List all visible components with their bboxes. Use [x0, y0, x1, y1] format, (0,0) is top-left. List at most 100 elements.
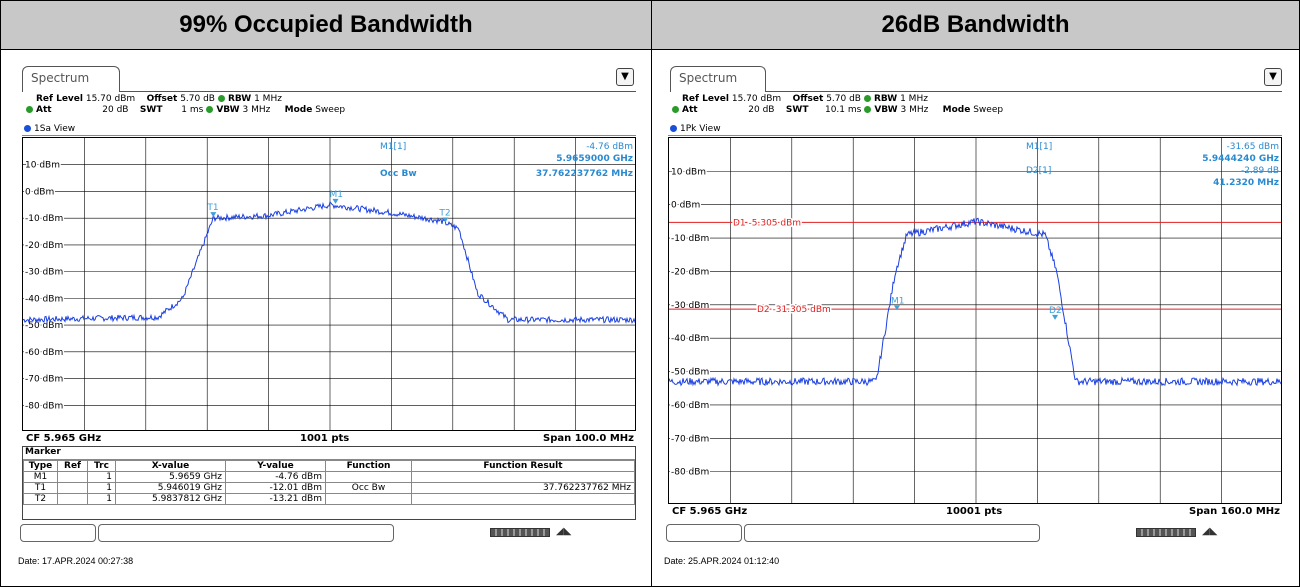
cell: -13.21 dBm — [225, 493, 326, 505]
swt-label: SWT — [139, 105, 163, 115]
table-row[interactable]: T1 1 5.946019 GHz -12.01 dBm Occ Bw 37.762237… — [23, 482, 635, 494]
col-ref: Ref — [57, 460, 88, 472]
left-status-box-2[interactable] — [98, 524, 394, 542]
left-info-row2: Att 20 dB SWT 1 ms VBW 3 MHz Mode Sweep — [26, 105, 345, 115]
cell — [57, 493, 88, 505]
table-row[interactable]: M1 1 5.9659 GHz -4.76 dBm — [23, 471, 635, 483]
swt-value: 1 ms — [181, 105, 204, 115]
trace-dot-icon — [24, 125, 31, 132]
left-marker-triangle-icon — [442, 217, 449, 223]
right-menu-icon[interactable]: ▼ — [1264, 68, 1282, 86]
right-span-label: Span 160.0 MHz — [1189, 506, 1280, 517]
left-m1-readout-freq: 5.9659000 GHz — [556, 154, 633, 164]
table-row[interactable]: T2 1 5.9837812 GHz -13.21 dBm — [23, 493, 635, 505]
left-cf-label: CF 5.965 GHz — [26, 433, 102, 444]
left-y-tick-labels: 10 dBm 0 dBm -10 dBm -20 dBm -30 dBm -40 dBm -… — [24, 159, 65, 413]
right-y-tick-label: -20 dBm — [671, 267, 709, 277]
mode-value: Sweep — [315, 105, 346, 115]
right-date: Date: 25.APR.2024 01:12:40 — [664, 556, 780, 566]
left-markers: T1 T2 M1 — [206, 190, 451, 223]
rbw-value: 1 MHz — [254, 94, 282, 104]
right-marker-label: D2 — [1049, 306, 1062, 316]
right-progress-bar — [1136, 528, 1196, 537]
right-y-tick-label: -50 dBm — [671, 368, 709, 378]
mode-label: Mode — [942, 105, 971, 115]
left-y-tick-label: -40 dBm — [25, 294, 63, 304]
right-spectrum-plot[interactable]: 10 dBm 0 dBm -10 dBm -20 dBm -30 dBm -40 dBm -… — [668, 137, 1282, 504]
cell — [325, 471, 412, 483]
swt-label: SWT — [785, 105, 809, 115]
right-d1-label: D1 -5.305 dBm — [733, 218, 801, 228]
col-function-result: Function Result — [411, 460, 635, 472]
rbw-label: RBW — [873, 94, 898, 104]
right-y-tick-label: -80 dBm — [671, 468, 709, 478]
offset-value: 5.70 dB — [826, 94, 861, 104]
left-y-tick-label: -30 dBm — [25, 268, 63, 278]
left-menu-icon[interactable]: ▼ — [616, 68, 634, 86]
att-label: Att — [682, 105, 698, 115]
vbw-label: VBW — [874, 105, 898, 115]
left-tab-underline — [120, 91, 636, 92]
ref-level-label: Ref Level — [36, 94, 83, 104]
cell: M1 — [23, 471, 58, 483]
cell — [57, 482, 88, 494]
left-grid — [23, 138, 635, 430]
left-spectrum-plot[interactable]: 10 dBm 0 dBm -10 dBm -20 dBm -30 dBm -40 dBm -… — [22, 137, 636, 431]
right-marker-triangle-icon — [893, 305, 900, 311]
marker-table-title: Marker — [23, 447, 635, 460]
col-type: Type — [23, 460, 58, 472]
right-status-bar: ◢◣ — [666, 524, 1284, 542]
right-spectrum-tab[interactable]: Spectrum — [670, 66, 766, 92]
right-status-box-1[interactable] — [666, 524, 742, 542]
rbw-dot-icon — [217, 95, 225, 102]
right-y-tick-label: -10 dBm — [671, 234, 709, 244]
cell — [411, 493, 635, 505]
cell — [325, 493, 412, 505]
right-y-tick-label: 0 dBm — [671, 201, 700, 211]
att-label: Att — [36, 105, 52, 115]
right-status-icon: ◢◣ — [1202, 526, 1218, 537]
right-trace-line — [669, 217, 1281, 387]
att-dot-icon — [672, 106, 679, 113]
att-value: 20 dB — [102, 105, 129, 115]
vbw-label: VBW — [216, 105, 240, 115]
cell: 1 — [87, 493, 116, 505]
vbw-value: 3 MHz — [242, 105, 271, 115]
col-y: Y-value — [225, 460, 326, 472]
cell: 37.762237762 MHz — [411, 482, 635, 494]
right-y-tick-label: 10 dBm — [671, 167, 706, 177]
right-pts-label: 10001 pts — [946, 506, 1003, 517]
cell: 1 — [87, 482, 116, 494]
left-info-row1: Ref Level 15.70 dBm Offset 5.70 dB RBW 1 … — [36, 94, 282, 104]
right-status-box-2[interactable] — [744, 524, 1040, 542]
right-info-row2: Att 20 dB SWT 10.1 ms VBW 3 MHz Mode Swee… — [672, 105, 1003, 115]
ref-level-value: 15.70 dBm — [85, 94, 136, 104]
offset-label: Offset — [792, 94, 824, 104]
marker-table: Marker Type Ref Trc X-value Y-value Func… — [22, 446, 636, 520]
cell: -4.76 dBm — [225, 471, 326, 483]
right-y-tick-label: -40 dBm — [671, 334, 709, 344]
ref-level-label: Ref Level — [682, 94, 729, 104]
offset-label: Offset — [146, 94, 178, 104]
left-y-tick-label: -80 dBm — [25, 401, 63, 411]
right-m1-readout-value: -31.65 dBm — [1226, 142, 1279, 152]
left-status-box-1[interactable] — [20, 524, 96, 542]
cell: T2 — [23, 493, 58, 505]
left-m1-readout-value: -4.76 dBm — [586, 142, 633, 152]
left-occbw-label: Occ Bw — [380, 169, 417, 179]
left-spectrum-tab[interactable]: Spectrum — [22, 66, 120, 92]
col-function: Function — [325, 460, 412, 472]
right-m1-readout-label: M1[1] — [1026, 142, 1052, 152]
right-d2-readout-freq: 41.2320 MHz — [1213, 178, 1279, 188]
left-marker-label: T1 — [206, 203, 218, 213]
mode-label: Mode — [284, 105, 313, 115]
left-span-label: Span 100.0 MHz — [543, 433, 634, 444]
rbw-label: RBW — [227, 94, 252, 104]
vbw-dot-icon — [864, 106, 872, 113]
att-dot-icon — [26, 106, 33, 113]
left-y-tick-label: -20 dBm — [25, 241, 63, 251]
col-trc: Trc — [87, 460, 116, 472]
right-marker-label: M1 — [891, 296, 905, 306]
